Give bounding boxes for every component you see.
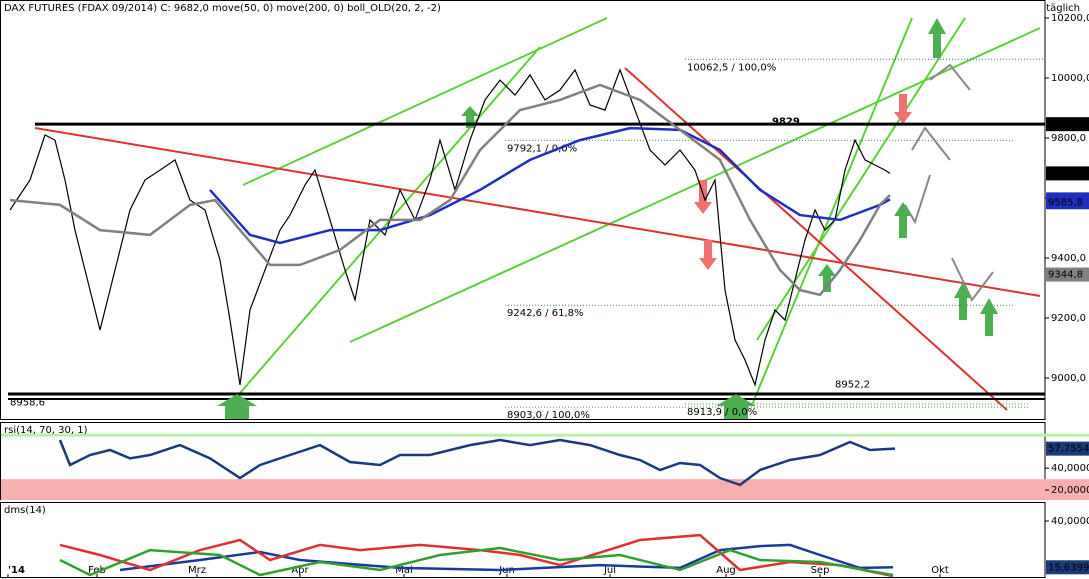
up-arrow (954, 282, 972, 320)
down-arrow (894, 94, 912, 124)
fib-label: 9792,1 / 0,0% (507, 143, 577, 154)
up-arrow (980, 298, 998, 336)
pattern-mark (911, 126, 951, 161)
y-tick-label: 9200,0 (1051, 313, 1086, 324)
panel-title: DAX FUTURES (FDAX 09/2014) C: 9682,0 mov… (4, 3, 441, 14)
series-line (59, 546, 894, 577)
level-badge (1046, 117, 1089, 132)
arrows (217, 18, 998, 420)
x-tick-label: Mrz (188, 565, 206, 576)
panel-title: dms(14) (4, 505, 46, 516)
series-line (9, 68, 891, 387)
y-tick-label: 9800,0 (1051, 133, 1086, 144)
pattern-mark (929, 63, 971, 91)
x-tick-label: Okt (931, 565, 949, 576)
value-badge (1046, 166, 1089, 181)
up-arrow (928, 18, 946, 58)
up-arrow (818, 264, 836, 292)
down-arrow (694, 180, 712, 214)
x-tick-label: Jul (603, 565, 616, 576)
value-badge-label: 9585,8 (1048, 197, 1083, 208)
series-line (9, 83, 891, 297)
x-tick-label: '14 (8, 565, 25, 576)
panel-frame (0, 502, 1046, 578)
value-badge-label: 57,7554 (1048, 444, 1089, 455)
level-badge-label: 9846,1 (1049, 119, 1084, 130)
y-tick-label: 40,0000 (1051, 463, 1089, 474)
series-line (58, 438, 896, 487)
value-badge-label: 15,6399 (1048, 562, 1089, 573)
drawings (8, 17, 1045, 411)
fib-label: 9829 (772, 116, 800, 127)
up-arrow (894, 202, 912, 238)
pattern-mark (951, 257, 994, 302)
value-badge (1046, 267, 1089, 282)
period-label: täglich (1046, 3, 1080, 14)
x-tick-label: Sep (811, 565, 830, 576)
up-arrow (461, 106, 479, 128)
up-arrow (217, 394, 257, 420)
x-tick-label: Aug (716, 565, 736, 576)
trend-line (756, 17, 966, 341)
value-badge (1046, 441, 1089, 456)
y-tick-label: 20,0000 (1051, 485, 1089, 496)
value-badge (1046, 195, 1089, 210)
trend-line (34, 127, 1041, 297)
y-tick-label: 10000,0 (1051, 73, 1089, 84)
panel-frame (0, 0, 1046, 420)
value-badge-label: 9344,8 (1048, 270, 1083, 281)
series-line (209, 126, 891, 245)
x-tick-label: Feb (88, 565, 106, 576)
fib-label: 8958,6 (10, 397, 45, 408)
fib-label: 9242,6 / 61,8% (507, 308, 583, 319)
fib-label: 8952,2 (835, 379, 870, 390)
fib-label: 8913,9 / 0,0% (687, 407, 757, 418)
down-arrow (699, 240, 717, 270)
value-badge-label: 9682,0 (1048, 168, 1083, 179)
x-tick-label: Apr (291, 565, 309, 576)
fib-label: 8903,0 / 100,0% (507, 410, 590, 421)
value-badge (1046, 560, 1089, 575)
y-tick-label: 9400,0 (1051, 253, 1086, 264)
panel-title: rsi(14, 70, 30, 1) (4, 425, 88, 436)
trend-line (242, 17, 608, 186)
x-tick-label: Mai (395, 565, 413, 576)
y-tick-label: 10200,0 (1051, 13, 1089, 24)
oversold-zone (1, 479, 1089, 500)
series-line (119, 543, 894, 572)
fib-label: 10062,5 / 100,0% (687, 62, 776, 73)
trend-line (751, 17, 913, 406)
y-tick-label: 40,0000 (1051, 516, 1089, 527)
y-tick-label: 9000,0 (1051, 373, 1086, 384)
